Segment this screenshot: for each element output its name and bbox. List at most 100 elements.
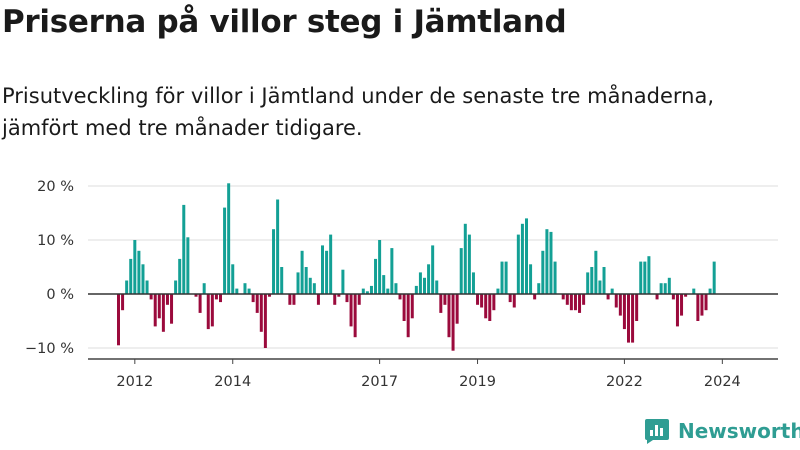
newsworthy-logo: Newsworthy [644, 418, 800, 444]
bar [427, 264, 431, 294]
bar [541, 250, 545, 294]
bar [214, 294, 218, 300]
bar [569, 294, 573, 311]
bar [614, 294, 618, 308]
bar [247, 288, 251, 294]
bar [325, 250, 329, 294]
bar [467, 234, 471, 294]
bar [708, 288, 712, 294]
bar [174, 280, 178, 294]
bar [145, 280, 149, 294]
bar [504, 261, 508, 294]
bar [525, 218, 528, 294]
bar [655, 294, 659, 300]
bar [488, 294, 492, 321]
bar [231, 264, 235, 294]
bar [186, 237, 190, 294]
bar [643, 261, 647, 294]
bar [471, 272, 475, 294]
bar [480, 294, 484, 308]
bar [333, 294, 337, 305]
bar [406, 294, 410, 338]
bar [161, 294, 165, 332]
bar [402, 294, 406, 321]
bar [704, 294, 708, 311]
bar [712, 261, 716, 294]
bar [418, 272, 422, 294]
bar [321, 245, 324, 294]
bar [455, 294, 459, 324]
chart-title: Priserna på villor steg i Jämtland [2, 4, 567, 40]
bar [659, 283, 663, 294]
bar [500, 261, 504, 294]
bar [227, 183, 231, 294]
bar [390, 248, 394, 294]
bar [537, 283, 541, 294]
bar [476, 294, 480, 305]
bar [235, 288, 239, 294]
x-tick-label: 2022 [606, 374, 643, 390]
bar [369, 285, 373, 294]
bar [341, 269, 345, 294]
bar [149, 294, 153, 300]
bar [210, 294, 214, 327]
bar [198, 294, 202, 313]
bar [508, 294, 512, 303]
y-tick-label: 10 % [37, 233, 74, 249]
bar [431, 245, 435, 294]
bar [267, 294, 271, 297]
bar [365, 291, 369, 294]
bar [337, 294, 341, 297]
bar [671, 294, 675, 300]
bar [680, 294, 684, 316]
y-tick-label: 20 % [37, 179, 74, 195]
bar [635, 294, 639, 321]
bar [549, 231, 553, 294]
bar [631, 294, 635, 343]
bar [276, 199, 280, 294]
bar [463, 223, 467, 294]
bar [594, 250, 598, 294]
bar [512, 294, 516, 308]
bar [157, 294, 161, 319]
bar [622, 294, 626, 330]
bar [520, 223, 524, 294]
bar [410, 294, 414, 319]
bar [386, 288, 390, 294]
bar [117, 294, 120, 346]
bar [263, 294, 267, 348]
bar [259, 294, 263, 332]
bar [133, 240, 137, 294]
bar [610, 288, 614, 294]
bar [292, 294, 296, 305]
bar [627, 294, 630, 343]
bar [647, 256, 651, 294]
x-tick-label: 2017 [361, 374, 398, 390]
bar [606, 294, 610, 300]
bar [675, 294, 679, 327]
bar [288, 294, 292, 305]
bar [272, 229, 276, 294]
bar [439, 294, 443, 313]
x-tick-label: 2012 [116, 374, 153, 390]
bars [117, 183, 716, 351]
bar [663, 283, 667, 294]
bar [125, 280, 129, 294]
bar [374, 258, 378, 294]
bar [516, 234, 520, 294]
chart-subtitle: Prisutveckling för villor i Jämtland und… [2, 84, 714, 140]
bar [223, 207, 227, 294]
bar [423, 277, 426, 294]
bar [398, 294, 402, 300]
bar [300, 250, 304, 294]
bar [684, 294, 688, 297]
grid-lines [88, 185, 778, 349]
bar [578, 294, 582, 313]
bar [194, 294, 198, 297]
bar [443, 294, 447, 305]
bar [435, 280, 439, 294]
bar [700, 294, 704, 316]
bar [280, 267, 284, 294]
bar [484, 294, 488, 319]
